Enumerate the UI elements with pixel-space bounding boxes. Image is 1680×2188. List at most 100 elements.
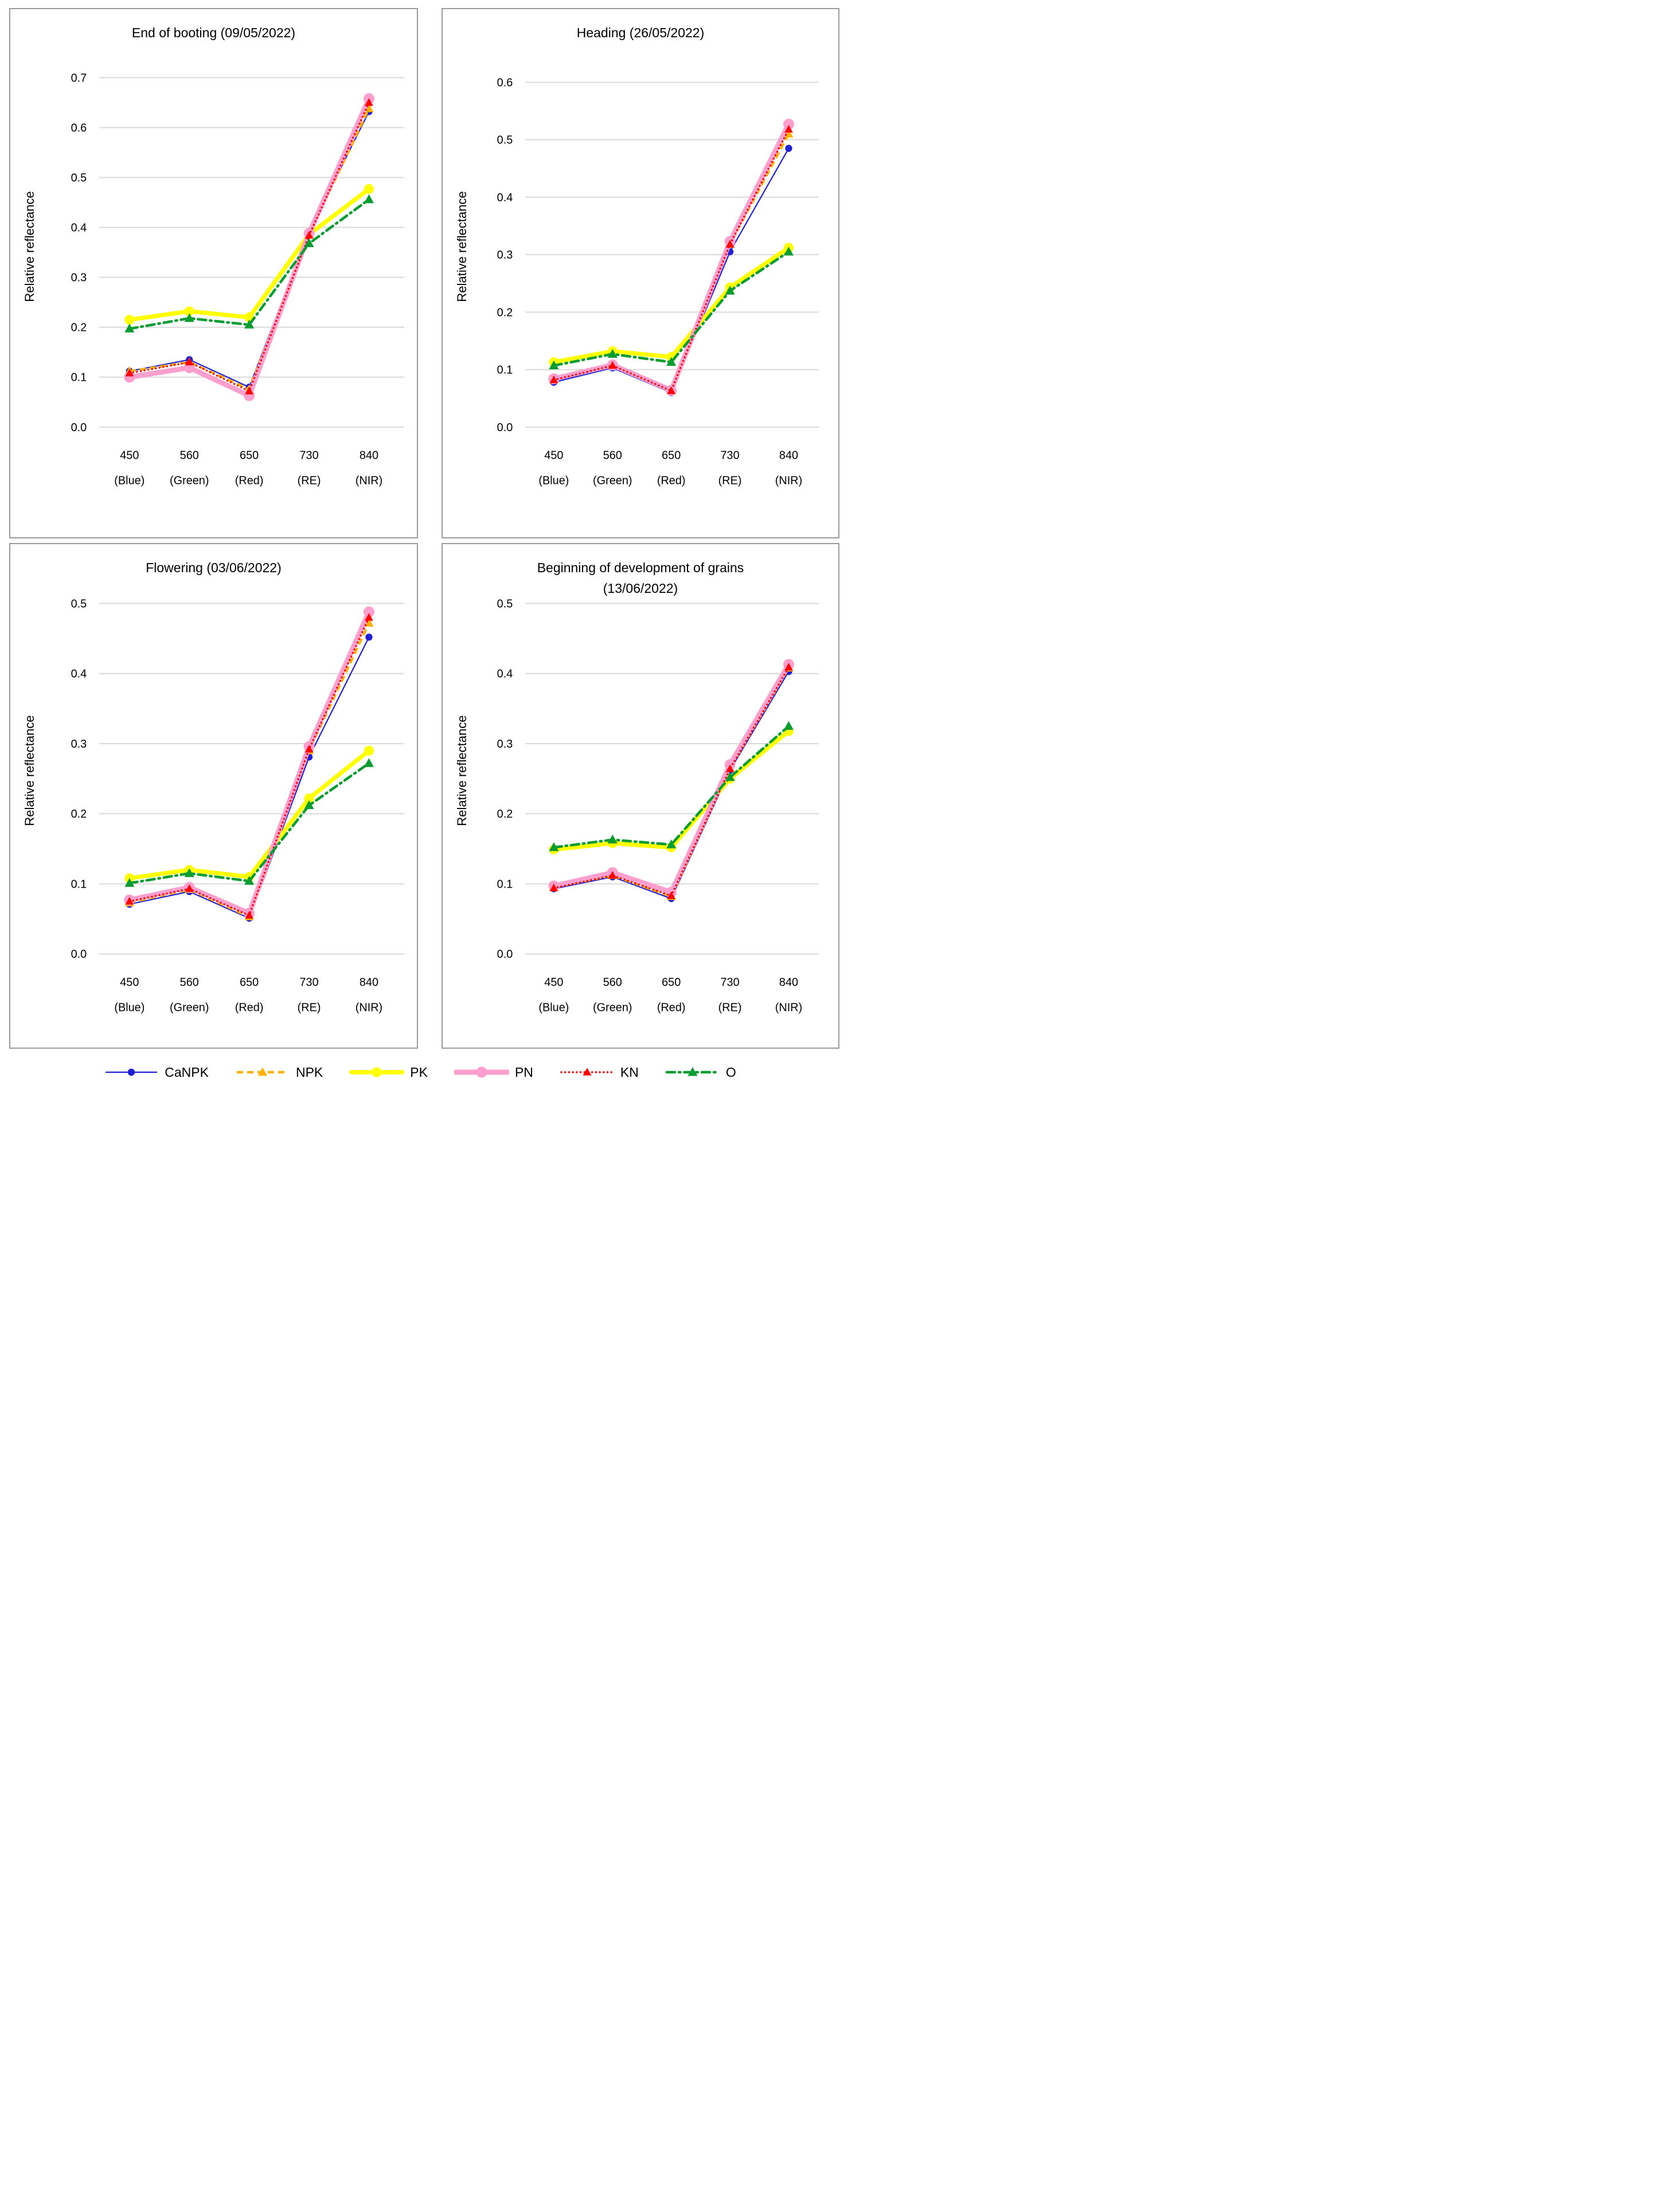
data-point-kn — [725, 240, 734, 248]
series-line-pn — [127, 96, 372, 398]
x-tick-label: 450 — [120, 976, 139, 988]
y-tick-label: 0.7 — [71, 72, 87, 84]
y-tick-label: 0.4 — [71, 222, 87, 235]
series-line-pn — [551, 662, 791, 895]
series-line-canpk — [553, 671, 790, 900]
data-point-npk — [364, 618, 374, 627]
y-tick-label: 0.4 — [71, 668, 87, 681]
data-point-pn — [783, 119, 795, 130]
legend-label: CaNPK — [165, 1064, 209, 1080]
data-point-kn — [608, 871, 617, 879]
x-tick-band-label: (Green) — [170, 1001, 209, 1014]
y-tick-label: 0.0 — [497, 948, 513, 961]
data-point-kn — [304, 230, 314, 239]
x-tick-label: 840 — [779, 450, 798, 462]
y-axis-title: Relative reflectance — [22, 715, 37, 826]
y-tick-label: 0.3 — [497, 738, 513, 751]
chart-title-text: Heading (26/05/2022) — [576, 25, 705, 40]
data-point-kn — [667, 891, 676, 899]
legend-sample-o — [665, 1067, 720, 1076]
x-tick-band-label: (RE) — [718, 474, 742, 487]
legend-item-npk: NPK — [235, 1063, 323, 1081]
data-point-kn — [549, 884, 558, 892]
data-point-o — [666, 357, 677, 366]
legend-marker — [257, 1067, 268, 1076]
data-point-o — [244, 876, 255, 885]
legend-sample-pk — [349, 1067, 405, 1077]
series-line-kn — [553, 128, 790, 392]
y-tick-label: 0.3 — [71, 272, 87, 284]
data-point-kn — [365, 613, 373, 621]
y-tick-label: 0.4 — [497, 192, 513, 204]
data-point-o — [725, 772, 735, 782]
chart-plot: 0.0 0.1 0.2 0.3 0.4 0.5 450 (Blue) 560 (Green) 650… — [497, 597, 819, 1014]
data-point-kn — [784, 663, 793, 671]
legend-item-pk: PK — [349, 1063, 428, 1081]
x-tick-band-label: (Blue) — [114, 474, 144, 487]
data-point-o — [607, 834, 618, 843]
x-tick-band-label: (RE) — [298, 1001, 321, 1014]
chart-panel-flowering: 0.0 0.1 0.2 0.3 0.4 0.5 450 (Blue) 560 (Green) 650… — [9, 543, 418, 1049]
legend-marker — [476, 1066, 487, 1078]
x-tick-band-label: (Green) — [593, 474, 632, 487]
y-tick-label: 0.4 — [497, 668, 513, 681]
chart-legend: CaNPK NPK PK PN KN O — [0, 1054, 840, 1091]
data-point-kn — [667, 386, 676, 394]
chart-subtitle-text: (13/06/2022) — [603, 580, 678, 596]
reflectance-figure: 0.0 0.1 0.2 0.3 0.4 0.5 0.6 0.7 450 (Blue) 560 (Gre… — [0, 0, 840, 1094]
x-tick-label: 730 — [721, 976, 740, 988]
x-tick-band-label: (Blue) — [114, 1001, 144, 1014]
series-line-pn — [551, 122, 791, 393]
x-tick-label: 840 — [779, 976, 798, 988]
y-tick-label: 0.0 — [71, 421, 87, 434]
data-point-kn — [245, 911, 254, 919]
data-point-kn — [125, 897, 134, 905]
x-tick-band-label: (NIR) — [355, 474, 382, 487]
chart-panel-grain-development: 0.0 0.1 0.2 0.3 0.4 0.5 450 (Blue) 560 (Green) 650… — [442, 543, 839, 1049]
chart-plot: 0.0 0.1 0.2 0.3 0.4 0.5 0.6 0.7 450 (Blue) 560 (Gre… — [71, 72, 405, 487]
series-line-o — [552, 725, 790, 849]
chart-title-text: End of booting (09/05/2022) — [131, 25, 296, 40]
y-tick-label: 0.6 — [71, 122, 87, 134]
x-tick-label: 560 — [180, 450, 199, 462]
legend-item-o: O — [665, 1063, 736, 1081]
data-point-kn — [549, 375, 558, 384]
y-axis-title: Relative reflectance — [22, 191, 37, 303]
chart-title: End of booting (09/05/2022) — [43, 23, 385, 44]
x-tick-band-label: (Blue) — [538, 474, 569, 487]
data-point-kn — [784, 124, 793, 133]
legend-marker — [128, 1068, 135, 1076]
data-point-pk — [364, 184, 374, 194]
legend-item-pn: PN — [454, 1063, 533, 1081]
data-point-o — [364, 758, 374, 767]
y-tick-label: 0.5 — [71, 597, 87, 610]
chart-title-text: Flowering (03/06/2022) — [146, 560, 282, 575]
legend-item-kn: KN — [560, 1063, 639, 1081]
x-tick-band-label: (RE) — [718, 1001, 742, 1014]
x-tick-label: 650 — [240, 976, 259, 988]
y-tick-label: 0.1 — [71, 372, 87, 384]
y-axis-title: Relative reflectance — [455, 715, 469, 826]
data-point-pk — [304, 793, 314, 803]
chart-title-text: Beginning of development of grains — [537, 560, 744, 575]
x-tick-label: 840 — [360, 450, 378, 462]
x-tick-label: 840 — [360, 976, 378, 988]
y-tick-label: 0.5 — [497, 597, 513, 610]
legend-marker — [372, 1067, 382, 1077]
y-tick-label: 0.3 — [71, 738, 87, 751]
chart-plot: 0.0 0.1 0.2 0.3 0.4 0.5 450 (Blue) 560 (Green) 650… — [71, 597, 405, 1014]
chart-plot: 0.0 0.1 0.2 0.3 0.4 0.5 0.6 450 (Blue) 560 (Green)… — [497, 76, 819, 487]
x-tick-band-label: (NIR) — [775, 474, 802, 487]
data-point-canpk — [785, 144, 792, 152]
data-point-o — [124, 878, 135, 887]
chart-panel-end-of-booting: 0.0 0.1 0.2 0.3 0.4 0.5 0.6 0.7 450 (Blue) 560 (Gre… — [9, 8, 418, 538]
data-point-kn — [185, 884, 194, 892]
x-tick-band-label: (Blue) — [538, 1001, 569, 1014]
data-point-pn — [363, 606, 375, 618]
data-point-o — [607, 349, 618, 358]
data-point-kn — [608, 361, 617, 369]
x-tick-label: 650 — [662, 450, 681, 462]
data-point-o — [244, 319, 255, 329]
data-point-kn — [245, 386, 254, 394]
x-tick-band-label: (NIR) — [775, 1001, 802, 1014]
